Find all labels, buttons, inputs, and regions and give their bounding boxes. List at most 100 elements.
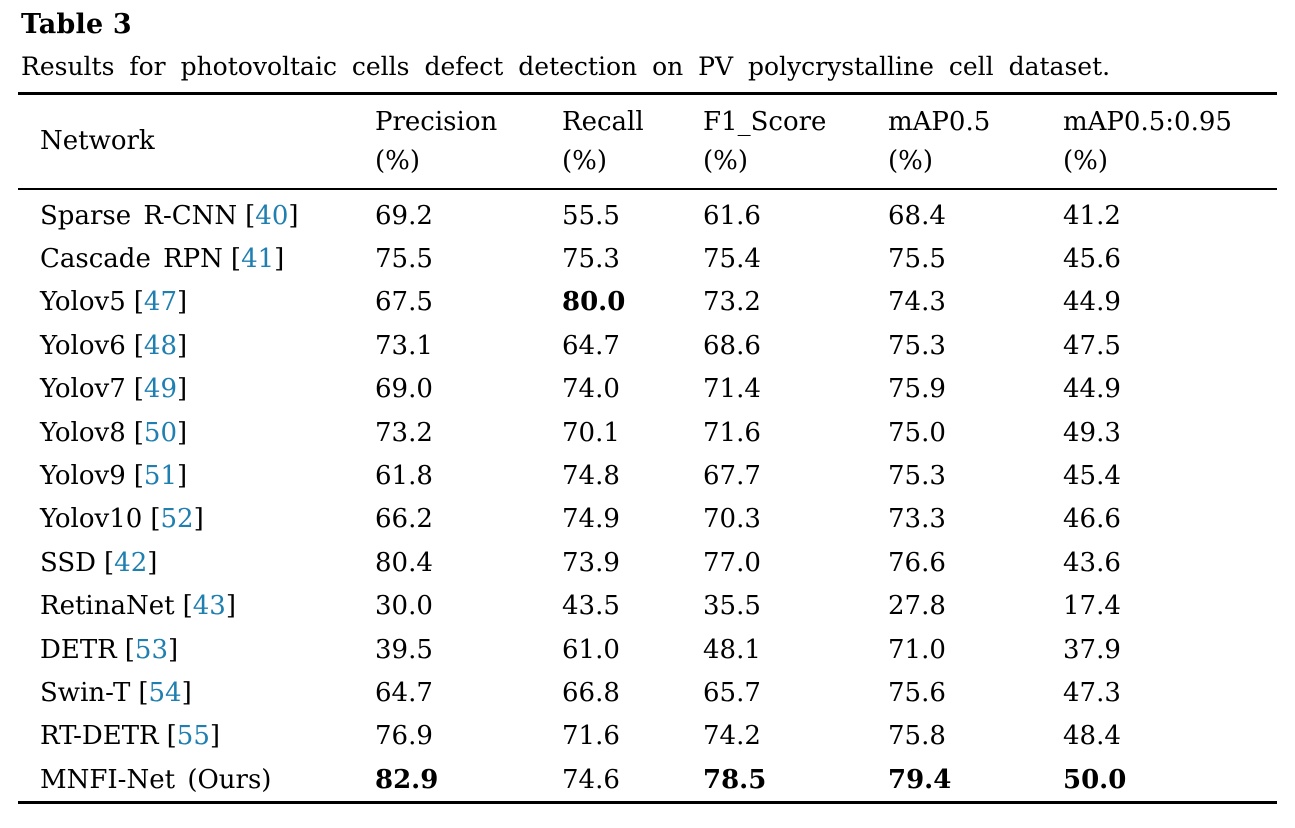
citation-number[interactable]: 53 [134, 634, 168, 665]
cell-precision: 39.5 [375, 634, 433, 665]
cell-precision: 69.2 [375, 200, 433, 231]
cell-recall: 61.0 [562, 634, 620, 665]
cell-map50_95: 41.2 [1063, 200, 1121, 231]
cell-map50: 75.5 [888, 244, 946, 275]
column-header-label: Network [40, 126, 155, 156]
table-row: Yolov6 [48] 73.1 64.7 68.6 75.3 47.5 [18, 324, 1277, 367]
citation-number[interactable]: 49 [143, 374, 178, 405]
table-row: Yolov10 [52] 66.2 74.9 70.3 73.3 46.6 [18, 498, 1277, 541]
network-name: Yolov10 [40, 504, 143, 535]
citation-link[interactable]: [47] [133, 287, 188, 318]
table-row: Swin-T [54] 64.7 66.8 65.7 75.6 47.3 [18, 671, 1277, 714]
citation-number[interactable]: 41 [241, 244, 275, 275]
citation-link[interactable]: [41] [230, 244, 285, 275]
cell-map50: 27.8 [888, 591, 946, 622]
citation-link[interactable]: [53] [124, 634, 179, 665]
cell-precision: 80.4 [375, 547, 433, 578]
cell-map50_95: 17.4 [1063, 591, 1121, 622]
cell-map50: 75.6 [888, 677, 946, 708]
cell-precision: 69.0 [375, 374, 433, 405]
cell-precision: 73.2 [375, 417, 433, 448]
cell-precision: 76.9 [375, 721, 433, 752]
citation-number[interactable]: 50 [143, 417, 178, 448]
citation-number[interactable]: 55 [176, 721, 210, 752]
cell-map50_95: 46.6 [1063, 504, 1121, 535]
cell-recall: 74.9 [562, 504, 620, 535]
citation-number[interactable]: 47 [143, 287, 178, 318]
cell-precision: 75.5 [375, 244, 433, 275]
cell-f1_score: 71.6 [703, 417, 761, 448]
cell-recall: 70.1 [562, 417, 620, 448]
column-header-recall: Recall (%) [562, 94, 703, 190]
citation-link[interactable]: [55] [166, 721, 221, 752]
citation-link[interactable]: [43] [182, 591, 236, 622]
column-header-unit: (%) [375, 145, 420, 176]
cell-map50: 68.4 [888, 200, 946, 231]
column-header-unit: (%) [703, 145, 748, 176]
citation-number[interactable]: 40 [255, 200, 289, 231]
cell-map50_95: 50.0 [1063, 764, 1127, 795]
cell-precision: 67.5 [375, 287, 433, 318]
cell-map50_95: 43.6 [1063, 547, 1121, 578]
citation-link[interactable]: [42] [104, 547, 158, 578]
network-name: Swin-T [40, 677, 131, 708]
citation-number[interactable]: 43 [192, 591, 226, 622]
cell-recall: 80.0 [562, 287, 626, 318]
column-header-map05-095: mAP0.5:0.95 (%) [1063, 94, 1277, 190]
cell-map50: 75.8 [888, 721, 946, 752]
cell-map50_95: 49.3 [1063, 417, 1121, 448]
network-name: Yolov5 [40, 287, 126, 318]
cell-recall: 43.5 [562, 591, 620, 622]
cell-precision: 30.0 [375, 591, 433, 622]
citation-number[interactable]: 52 [160, 504, 194, 535]
network-name: Yolov6 [40, 330, 126, 361]
column-header-unit: (%) [1063, 145, 1108, 176]
table-row: SSD [42] 80.4 73.9 77.0 76.6 43.6 [18, 541, 1277, 584]
citation-link[interactable]: [48] [133, 330, 188, 361]
network-name: Yolov8 [40, 417, 126, 448]
network-name: MNFI-Net (Ours) [40, 764, 272, 795]
cell-map50_95: 37.9 [1063, 634, 1121, 665]
column-header-unit: (%) [888, 145, 933, 176]
citation-link[interactable]: [54] [138, 677, 192, 708]
cell-f1_score: 75.4 [703, 244, 761, 275]
table-row: MNFI-Net (Ours) 82.9 74.6 78.5 79.4 50.0 [18, 758, 1277, 803]
citation-number[interactable]: 54 [148, 677, 182, 708]
column-header-label: F1_Score [703, 106, 827, 137]
table-row: Yolov5 [47] 67.5 80.0 73.2 74.3 44.9 [18, 281, 1277, 324]
cell-network: Yolov6 [48] [18, 324, 375, 367]
table-label: Table 3 [21, 9, 132, 40]
cell-precision: 61.8 [375, 461, 433, 492]
cell-map50: 75.3 [888, 330, 946, 361]
cell-f1_score: 70.3 [703, 504, 761, 535]
cell-recall: 55.5 [562, 200, 620, 231]
network-name: Sparse R-CNN [40, 200, 238, 231]
cell-recall: 74.8 [562, 461, 620, 492]
citation-link[interactable]: [51] [133, 461, 188, 492]
cell-network: SSD [42] [18, 541, 375, 584]
table-row: Yolov7 [49] 69.0 74.0 71.4 75.9 44.9 [18, 368, 1277, 411]
network-name: DETR [40, 634, 117, 665]
cell-network: MNFI-Net (Ours) [18, 758, 375, 803]
cell-precision: 82.9 [375, 764, 439, 795]
citation-number[interactable]: 48 [143, 330, 178, 361]
cell-f1_score: 35.5 [703, 591, 761, 622]
cell-f1_score: 65.7 [703, 677, 761, 708]
citation-number[interactable]: 51 [143, 461, 178, 492]
cell-precision: 73.1 [375, 330, 433, 361]
network-name: RT-DETR [40, 721, 159, 752]
citation-number[interactable]: 42 [114, 547, 148, 578]
cell-map50: 79.4 [888, 764, 952, 795]
citation-link[interactable]: [49] [133, 374, 188, 405]
cell-map50_95: 44.9 [1063, 374, 1121, 405]
cell-recall: 74.0 [562, 374, 620, 405]
cell-recall: 75.3 [562, 244, 620, 275]
cell-network: Sparse R-CNN [40] [18, 189, 375, 237]
cell-recall: 74.6 [562, 764, 620, 795]
table-row: Yolov9 [51] 61.8 74.8 67.7 75.3 45.4 [18, 454, 1277, 497]
citation-link[interactable]: [50] [133, 417, 188, 448]
citation-link[interactable]: [52] [150, 504, 204, 535]
citation-link[interactable]: [40] [245, 200, 299, 231]
cell-map50: 71.0 [888, 634, 946, 665]
